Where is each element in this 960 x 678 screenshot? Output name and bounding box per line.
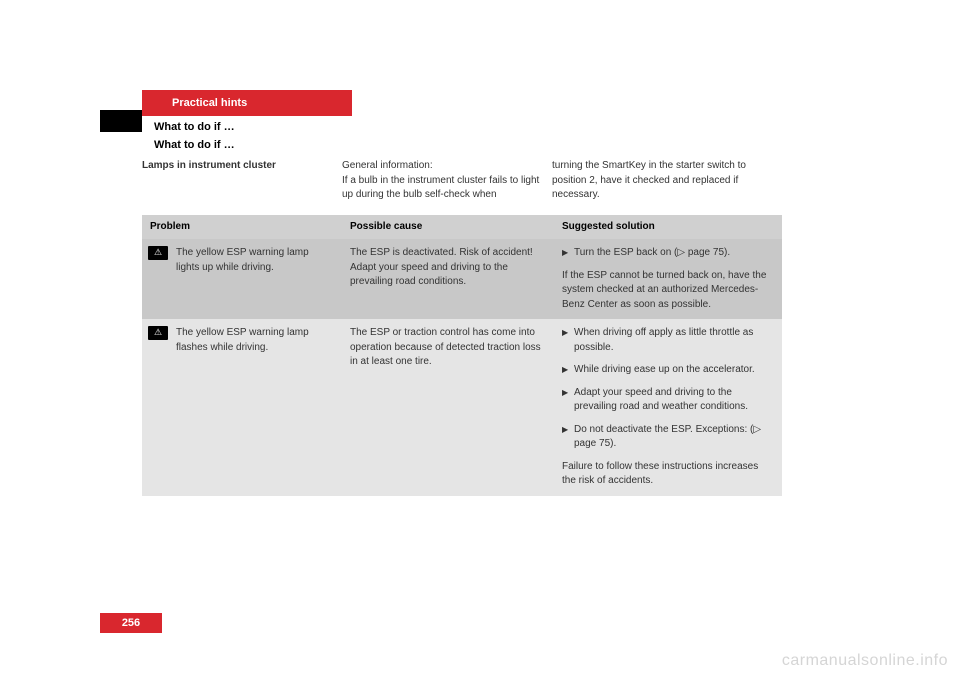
problem-cell: The yellow ESP warning lamp lights up wh… (174, 239, 342, 319)
table-row: ⚠ The yellow ESP warning lamp flashes wh… (142, 319, 782, 496)
th-cause: Possible cause (342, 215, 554, 240)
bullet-mark-icon: ▶ (562, 363, 574, 378)
subheading: Lamps in instrument cluster (142, 159, 342, 203)
table-header-row: Problem Possible cause Suggested solutio… (142, 215, 782, 240)
cause-cell: The ESP is deactivated. Risk of accident… (342, 239, 554, 319)
cause-cell: The ESP or traction control has come int… (342, 319, 554, 496)
bullet-mark-icon: ▶ (562, 326, 574, 355)
bullet-mark-icon: ▶ (562, 246, 574, 261)
th-solution: Suggested solution (554, 215, 782, 240)
bullet-text: When driving off apply as little throttl… (574, 326, 774, 355)
intro-text-2: turning the SmartKey in the starter swit… (552, 159, 762, 203)
bullet-mark-icon: ▶ (562, 423, 574, 452)
intro-line2: If a bulb in the instrument cluster fail… (342, 174, 542, 203)
watermark: carmanualsonline.info (782, 652, 948, 670)
intro-line1: General information: (342, 159, 542, 174)
th-problem: Problem (142, 215, 342, 240)
bullet-item: ▶ When driving off apply as little throt… (562, 326, 774, 355)
solution-note: If the ESP cannot be turned back on, hav… (562, 269, 774, 313)
solution-note: Failure to follow these instructions inc… (562, 460, 774, 489)
page-number: 256 (100, 613, 162, 633)
chapter-header: Practical hints (142, 90, 352, 116)
bullet-text: Turn the ESP back on (▷ page 75). (574, 246, 774, 261)
solution-cell: ▶ When driving off apply as little throt… (554, 319, 782, 496)
table-row: ⚠ The yellow ESP warning lamp lights up … (142, 239, 782, 319)
solution-cell: ▶ Turn the ESP back on (▷ page 75). If t… (554, 239, 782, 319)
bullet-text: Do not deactivate the ESP. Exceptions: (… (574, 423, 774, 452)
troubleshooting-table: Problem Possible cause Suggested solutio… (142, 215, 782, 496)
esp-warning-icon: ⚠ (148, 246, 168, 260)
bullet-text: While driving ease up on the accelerator… (574, 363, 774, 378)
section-title: What to do if … (142, 116, 890, 136)
bullet-mark-icon: ▶ (562, 386, 574, 415)
problem-cell: The yellow ESP warning lamp flashes whil… (174, 319, 342, 496)
esp-warning-icon: ⚠ (148, 326, 168, 340)
section-title-repeat: What to do if … (142, 136, 890, 157)
bullet-item: ▶ Adapt your speed and driving to the pr… (562, 386, 774, 415)
warning-icon-cell: ⚠ (142, 239, 174, 319)
intro-row: Lamps in instrument cluster General info… (142, 159, 890, 203)
intro-text-1: General information: If a bulb in the in… (342, 159, 552, 203)
warning-icon-cell: ⚠ (142, 319, 174, 496)
bullet-text: Adapt your speed and driving to the prev… (574, 386, 774, 415)
bullet-item: ▶ Do not deactivate the ESP. Exceptions:… (562, 423, 774, 452)
section-tab (100, 110, 142, 132)
bullet-item: ▶ Turn the ESP back on (▷ page 75). (562, 246, 774, 261)
bullet-item: ▶ While driving ease up on the accelerat… (562, 363, 774, 378)
